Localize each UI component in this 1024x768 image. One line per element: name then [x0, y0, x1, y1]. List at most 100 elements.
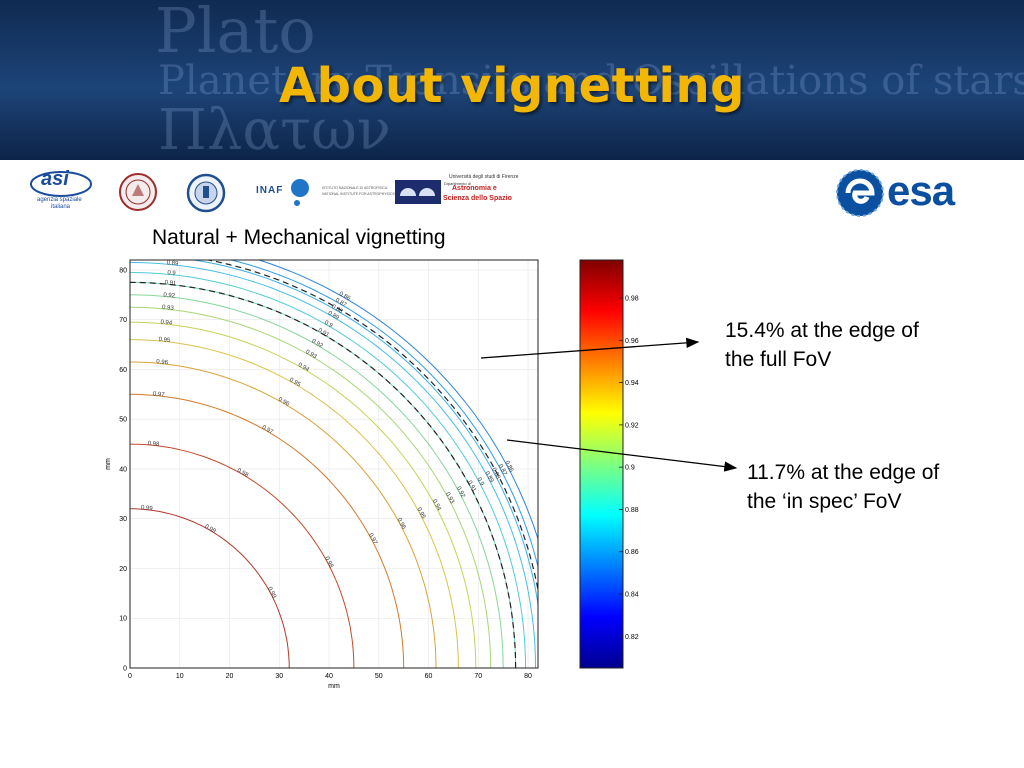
- contour-line-0.97: [130, 393, 405, 668]
- x-tick-label-3: 30: [275, 673, 283, 680]
- arrow-full-fov: [480, 337, 700, 359]
- colorbar-tick-label-8: 0.98: [625, 296, 639, 303]
- contour-line-0.94: [130, 321, 477, 668]
- colorbar-tick-label-2: 0.86: [625, 549, 639, 556]
- esa-logo-name: esa: [887, 167, 955, 214]
- contour-plot: 0.990.990.990.980.980.980.970.970.970.96…: [105, 259, 539, 690]
- annotation-full-fov-line1: 15.4% at the edge of: [725, 319, 919, 342]
- asi-logo-sub2: italiana: [51, 204, 71, 210]
- contour-line-0.89: [130, 262, 536, 668]
- x-tick-label-4: 40: [325, 673, 333, 680]
- colorbar-tick-label-5: 0.92: [625, 422, 639, 429]
- y-tick-label-6: 60: [119, 367, 127, 374]
- contour-line-0.95: [130, 339, 459, 668]
- watermark-plato: Plato: [155, 0, 316, 67]
- colorbar-tick-label-1: 0.84: [625, 592, 639, 599]
- contour-line-0.96: [130, 361, 437, 668]
- contour-line-0.87: [229, 260, 538, 569]
- logo-strip: asi agenzia spaziale italiana INAF ISTIT…: [0, 160, 1024, 224]
- unifi-line3: Astronomia e: [452, 185, 497, 192]
- y-tick-label-0: 0: [123, 666, 127, 673]
- contour-label-0.96-1: 0.96: [277, 397, 291, 408]
- contour-label-0.99-0: 0.99: [141, 505, 154, 512]
- contour-line-0.9: [130, 271, 527, 668]
- inaf-logo-sub1: ISTITUTO NAZIONALE DI ASTROFISICA: [322, 186, 388, 190]
- institute-seal-icon: [186, 173, 226, 213]
- contour-label-0.92-1: 0.92: [311, 338, 325, 349]
- contour-label-0.91-0: 0.91: [164, 280, 177, 287]
- contour-label-0.97-2: 0.97: [367, 532, 378, 546]
- colorbar-gradient: [579, 259, 624, 669]
- x-tick-label-1: 10: [176, 673, 184, 680]
- fov-boundary-0: [130, 281, 517, 668]
- contour-label-0.88-1: 0.88: [330, 304, 344, 315]
- contour-line-0.99: [130, 508, 290, 668]
- y-tick-label-2: 20: [119, 566, 127, 573]
- watermark-greek: Πλατων: [158, 98, 391, 160]
- contour-label-0.94-0: 0.94: [160, 320, 173, 327]
- asi-logo-name: asi: [41, 168, 69, 190]
- x-tick-label-2: 20: [226, 673, 234, 680]
- fov-boundary-1: [205, 260, 538, 593]
- y-tick-label-7: 70: [119, 317, 127, 324]
- colorbar-ticks: 0.82 0.84 0.86 0.88 0.9 0.92 0.94 0.96 0.98: [619, 296, 639, 641]
- y-tick-label-4: 40: [119, 466, 127, 473]
- chart-title: Natural + Mechanical vignetting: [152, 226, 446, 249]
- contour-label-0.88-2: 0.88: [490, 467, 501, 481]
- contour-label-0.96-2: 0.96: [396, 517, 407, 531]
- annotation-in-spec-fov-line1: 11.7% at the edge of: [747, 461, 940, 484]
- contour-label-0.97-1: 0.97: [261, 425, 275, 436]
- contour-label-0.93-2: 0.93: [444, 492, 455, 506]
- asi-logo: [30, 171, 92, 197]
- y-tick-label-3: 30: [119, 516, 127, 523]
- watermark-subtitle: Planetary Transits and Oscillations of s…: [158, 58, 1024, 104]
- contour-label-0.9-2: 0.9: [476, 477, 486, 488]
- contour-line-0.92: [130, 294, 504, 668]
- unifi-line4: Scienza dello Spazio: [443, 195, 512, 202]
- contour-label-0.92-0: 0.92: [163, 292, 176, 299]
- contour-line-0.86: [257, 260, 538, 541]
- contour-label-0.89-2: 0.89: [484, 471, 495, 485]
- university-seal-icon: [119, 173, 157, 211]
- colorbar-tick-label-6: 0.94: [625, 380, 639, 387]
- x-tick-label-0: 0: [128, 673, 132, 680]
- contour-label-0.99-1: 0.99: [204, 524, 218, 535]
- y-tick-label-5: 50: [119, 417, 127, 424]
- annotation-full-fov-line2: the full FoV: [725, 348, 832, 371]
- contour-label-0.86-1: 0.86: [338, 291, 352, 302]
- contour-line-0.98: [130, 443, 355, 668]
- colorbar: 0.82 0.84 0.86 0.88 0.9 0.92 0.94 0.96 0.98: [579, 259, 639, 669]
- observatory-domes-icon: [395, 180, 441, 204]
- y-tick-label-1: 10: [119, 616, 127, 623]
- inaf-logo-icon: [291, 179, 309, 206]
- contour-label-0.98-1: 0.98: [236, 468, 250, 479]
- contour-label-0.97-0: 0.97: [153, 391, 166, 398]
- annotation-in-spec-fov: 11.7% at the edge of the ‘in spec’ FoV: [747, 458, 939, 516]
- x-ticks: 0 10 20 30 40 50 60 70 80: [128, 673, 532, 680]
- contour-label-0.91-2: 0.91: [466, 480, 477, 494]
- contour-label-0.94-2: 0.94: [431, 499, 442, 513]
- x-tick-label-7: 70: [474, 673, 482, 680]
- contour-label-0.87-2: 0.87: [497, 464, 508, 478]
- y-ticks: 0 10 20 30 40 50 60 70 80: [119, 267, 127, 672]
- x-axis-label: mm: [328, 683, 340, 690]
- contour-label-0.94-1: 0.94: [297, 362, 311, 373]
- contour-label-0.86-2: 0.86: [503, 460, 514, 474]
- colorbar-tick-label-0: 0.82: [625, 634, 639, 641]
- contour-label-0.93-1: 0.93: [304, 349, 318, 360]
- annotation-full-fov: 15.4% at the edge of the full FoV: [725, 316, 919, 374]
- contour-label-0.95-0: 0.95: [158, 337, 171, 344]
- contour-label-0.91-1: 0.91: [317, 328, 331, 339]
- contour-labels: 0.99 0.99 0.99 0.98 0.98 0.98 0.97 0.97 0.97 0.96…: [141, 260, 515, 600]
- inaf-logo-sub2: NATIONAL INSTITUTE FOR ASTROPHYSICS: [322, 192, 395, 196]
- contour-label-0.98-2: 0.98: [323, 556, 334, 570]
- arrow-in-spec-fov: [506, 439, 738, 472]
- annotation-in-spec-fov-line2: the ‘in spec’ FoV: [747, 490, 902, 513]
- unifi-line2: Dipartimento di: [444, 181, 471, 186]
- contour-label-0.96-0: 0.96: [156, 359, 169, 366]
- y-axis-label: mm: [105, 458, 112, 470]
- x-tick-label-8: 80: [524, 673, 532, 680]
- contour-line-0.93: [130, 306, 492, 668]
- y-tick-label-8: 80: [119, 267, 127, 274]
